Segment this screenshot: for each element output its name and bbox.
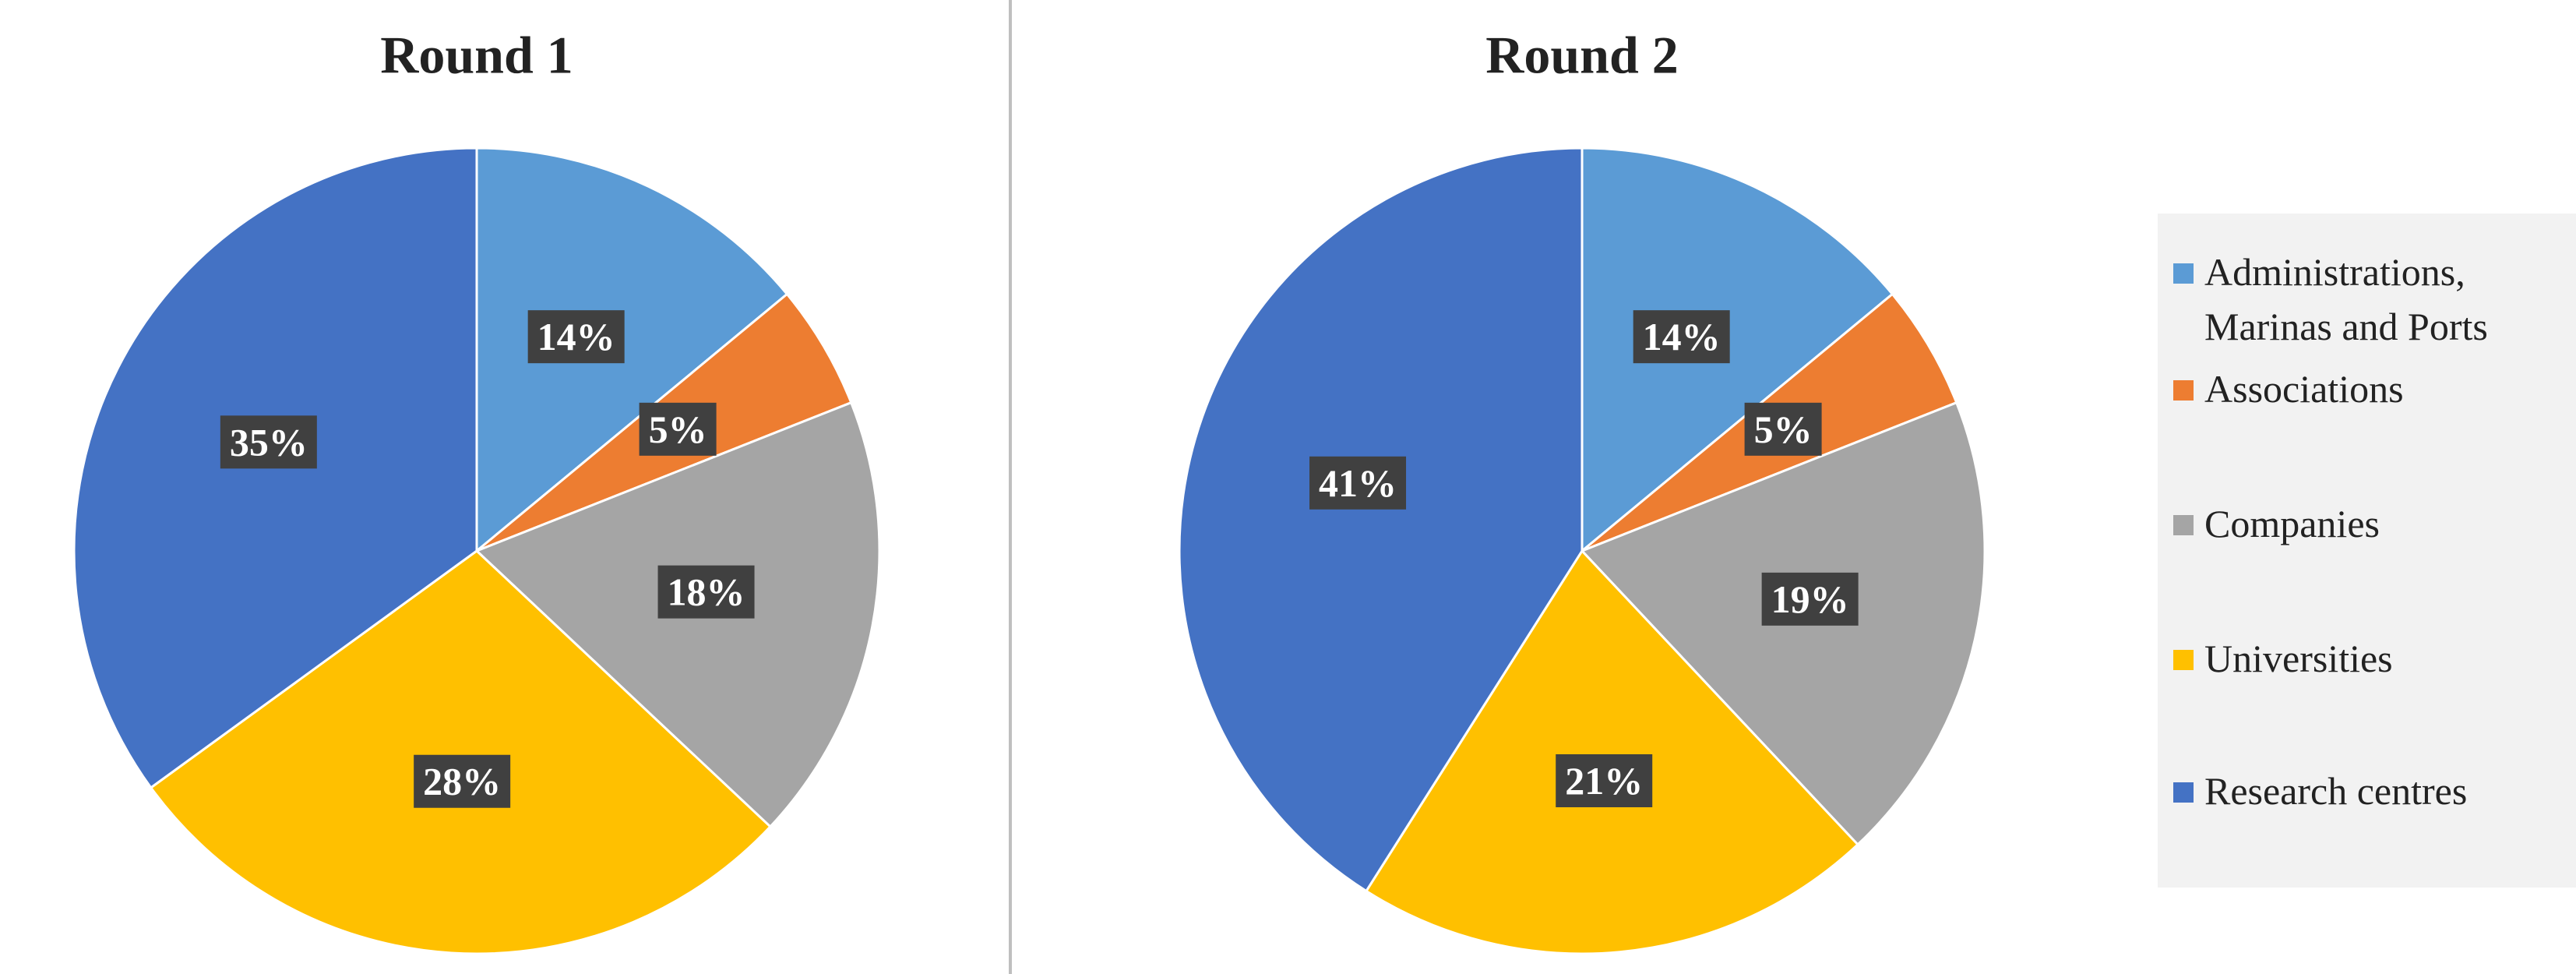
- data-label-text: 41%: [1319, 461, 1397, 505]
- legend-label: Administrations, Marinas and Ports: [2204, 250, 2488, 348]
- data-label: 28%: [414, 754, 511, 808]
- data-label-text: 35%: [230, 420, 308, 464]
- data-label-text: 28%: [423, 760, 501, 803]
- data-label-text: 5%: [649, 408, 707, 451]
- data-label: 19%: [1761, 572, 1859, 626]
- legend-label: Universities: [2204, 637, 2393, 680]
- data-label-text: 14%: [537, 315, 615, 358]
- data-label-text: 21%: [1565, 759, 1643, 803]
- legend: Administrations, Marinas and Ports Associ…: [2158, 214, 2576, 888]
- legend-item: Companies: [2173, 496, 2576, 551]
- data-label-text: 5%: [1754, 408, 1813, 451]
- legend-swatch: [2173, 515, 2194, 535]
- data-label-box: [220, 415, 317, 469]
- data-label-text: 18%: [668, 570, 745, 614]
- chart-title: Round 1: [380, 26, 573, 85]
- pie-slice: [475, 146, 789, 554]
- data-label-box: [527, 310, 625, 364]
- legend-item: Universities: [2173, 631, 2576, 686]
- data-label-box: [1744, 402, 1822, 456]
- data-label-box: [639, 402, 717, 456]
- data-label-box: [1309, 456, 1407, 510]
- data-label-box: [1556, 753, 1653, 807]
- pie-slice: [1580, 146, 1894, 554]
- legend-swatch: [2173, 263, 2194, 284]
- legend-item: Associations: [2173, 362, 2576, 416]
- data-label: 14%: [527, 310, 625, 364]
- data-label: 14%: [1633, 310, 1730, 364]
- legend-swatch: [2173, 782, 2194, 803]
- legend-label: Associations: [2204, 367, 2404, 411]
- data-label-text: 19%: [1771, 577, 1849, 621]
- pie-slice: [149, 549, 772, 955]
- legend-label: Research centres: [2204, 769, 2468, 813]
- data-label: 18%: [657, 565, 755, 619]
- data-label-text: 14%: [1643, 315, 1721, 358]
- data-label: 5%: [1744, 402, 1822, 456]
- data-label: 35%: [220, 415, 317, 469]
- data-label-box: [1761, 572, 1859, 626]
- data-label: 5%: [639, 402, 717, 456]
- legend-item: Administrations, Marinas and Ports: [2173, 245, 2576, 354]
- legend-swatch: [2173, 650, 2194, 670]
- legend-label: Companies: [2204, 502, 2380, 545]
- legend-swatch: [2173, 380, 2194, 401]
- data-label-box: [1633, 310, 1730, 364]
- data-label: 21%: [1556, 753, 1653, 807]
- chart-title: Round 2: [1485, 26, 1679, 85]
- pie-slice: [1178, 146, 1584, 893]
- legend-item: Research centres: [2173, 764, 2576, 818]
- data-label-box: [657, 565, 755, 619]
- pie-slice: [1364, 549, 1860, 955]
- data-label-box: [414, 754, 511, 808]
- data-label: 41%: [1309, 456, 1407, 510]
